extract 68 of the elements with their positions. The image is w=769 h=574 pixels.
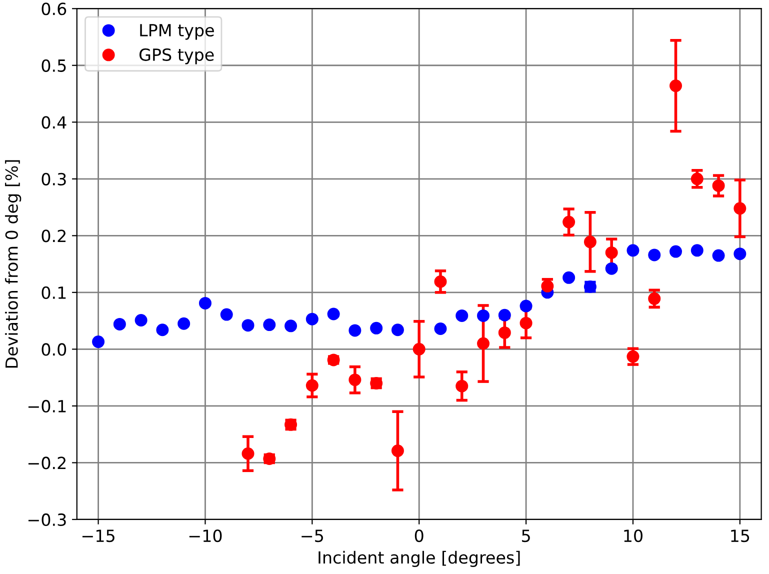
point bbox=[456, 309, 468, 322]
x-tick-label: −15 bbox=[82, 530, 114, 542]
point bbox=[242, 447, 254, 460]
point bbox=[306, 312, 318, 326]
x-tick-label: −10 bbox=[189, 529, 222, 542]
point bbox=[263, 318, 276, 332]
y-tick-label: 0.4 bbox=[42, 116, 66, 129]
x-tick-label: 0 bbox=[414, 529, 424, 542]
point bbox=[648, 292, 661, 305]
point bbox=[734, 202, 746, 215]
point bbox=[348, 374, 362, 386]
point bbox=[584, 236, 596, 248]
point bbox=[670, 80, 682, 92]
point bbox=[498, 308, 511, 322]
y-axis-title: Deviation from 0 deg [%] bbox=[5, 160, 22, 368]
point bbox=[498, 326, 511, 339]
point bbox=[284, 320, 298, 332]
y-tick-label: 0.6 bbox=[42, 2, 66, 16]
point bbox=[456, 380, 468, 392]
point bbox=[670, 245, 682, 258]
point bbox=[520, 316, 532, 330]
point bbox=[477, 337, 490, 350]
point bbox=[626, 350, 640, 363]
point bbox=[412, 342, 426, 356]
point bbox=[712, 179, 725, 192]
y-tick-label: 0.1 bbox=[42, 286, 66, 299]
point bbox=[562, 271, 576, 284]
point bbox=[477, 309, 490, 322]
point bbox=[648, 248, 661, 262]
point bbox=[605, 262, 618, 275]
y-tick-label: 0.5 bbox=[42, 59, 66, 72]
point bbox=[178, 317, 190, 330]
point bbox=[734, 248, 746, 260]
legend-label: GPS type bbox=[140, 48, 214, 64]
y-tick-label: 0.0 bbox=[42, 343, 66, 356]
point bbox=[220, 308, 233, 321]
x-tick-label: 15 bbox=[731, 530, 750, 542]
y-tick-label: −0.3 bbox=[28, 513, 66, 526]
point bbox=[348, 324, 362, 337]
x-axis-title: Incident angle [degrees] bbox=[318, 550, 520, 568]
x-tick-label: −5 bbox=[302, 530, 323, 542]
point bbox=[156, 324, 169, 336]
point bbox=[605, 246, 618, 259]
point bbox=[690, 172, 704, 186]
point bbox=[198, 296, 212, 310]
point bbox=[242, 319, 254, 332]
point bbox=[306, 379, 318, 392]
y-tick-label: −0.1 bbox=[28, 400, 66, 413]
point bbox=[690, 244, 704, 257]
point bbox=[113, 318, 126, 330]
point bbox=[520, 300, 532, 312]
point bbox=[626, 244, 640, 257]
y-tick-label: 0.3 bbox=[42, 172, 66, 186]
point bbox=[391, 324, 404, 336]
point bbox=[327, 308, 340, 320]
point bbox=[134, 314, 148, 326]
point bbox=[562, 216, 576, 228]
legend-label: LPM type bbox=[140, 24, 214, 40]
point bbox=[370, 322, 383, 334]
x-tick-label: 5 bbox=[522, 530, 530, 542]
point bbox=[391, 444, 404, 458]
y-tick-label: −0.2 bbox=[28, 456, 66, 470]
point bbox=[434, 322, 447, 335]
point bbox=[712, 249, 725, 262]
y-tick-label: 0.2 bbox=[42, 230, 66, 242]
point bbox=[434, 275, 447, 288]
x-tick-label: 10 bbox=[624, 529, 642, 542]
point bbox=[92, 336, 105, 348]
